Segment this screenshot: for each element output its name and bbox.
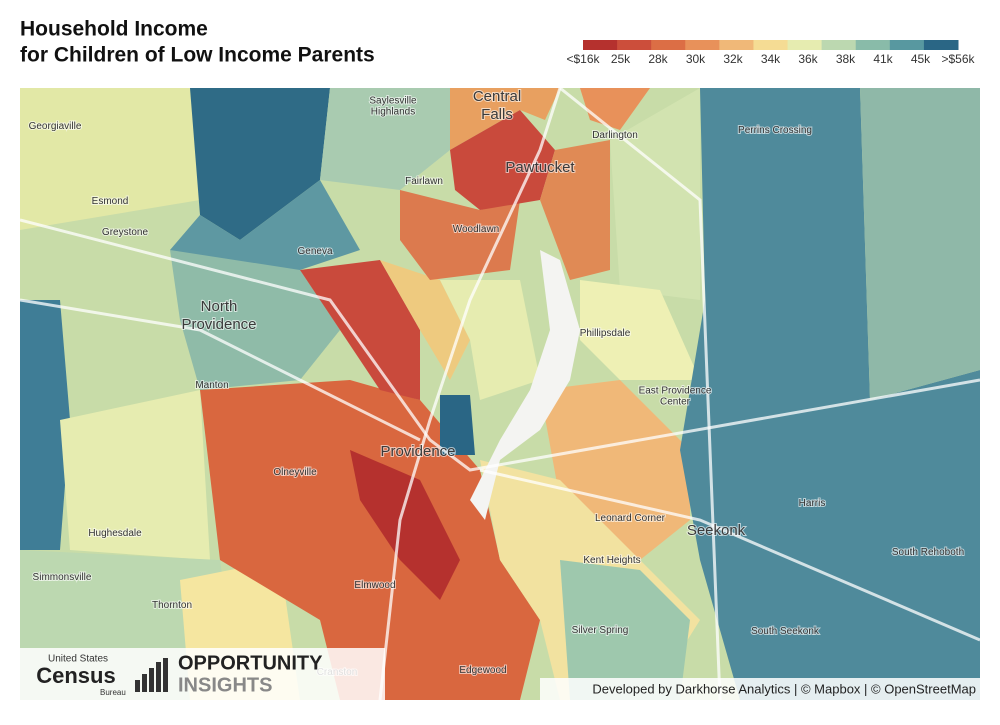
place-label: Darlington bbox=[592, 130, 638, 141]
legend-label: 30k bbox=[686, 52, 706, 66]
place-label: South Rehoboth bbox=[892, 547, 964, 558]
legend-swatch bbox=[855, 40, 891, 50]
region bbox=[380, 260, 470, 380]
legend-label: 32k bbox=[723, 52, 743, 66]
place-label: Manton bbox=[195, 380, 228, 391]
logo-box bbox=[20, 648, 385, 700]
legend-swatch bbox=[753, 40, 789, 50]
region bbox=[440, 280, 540, 400]
region bbox=[540, 140, 610, 280]
census-logo-top: United States bbox=[48, 654, 108, 665]
place-label: Woodlawn bbox=[453, 224, 500, 235]
region bbox=[540, 380, 690, 560]
region bbox=[440, 395, 475, 455]
legend-swatch bbox=[685, 40, 720, 50]
legend-label: >$56k bbox=[941, 52, 975, 66]
region bbox=[680, 88, 980, 700]
legend-swatch bbox=[821, 40, 857, 50]
legend-label: 36k bbox=[798, 52, 818, 66]
region bbox=[170, 250, 340, 390]
place-label: South Seekonk bbox=[751, 626, 820, 637]
region bbox=[350, 450, 460, 600]
place-label: Elmwood bbox=[354, 580, 395, 591]
roads bbox=[20, 88, 980, 700]
place-label: Edgewood bbox=[459, 665, 506, 676]
place-label: North Providence bbox=[181, 298, 256, 333]
legend-label: 34k bbox=[761, 52, 781, 66]
region bbox=[170, 180, 360, 280]
legend-swatch bbox=[889, 40, 925, 50]
census-logo: Census bbox=[36, 663, 115, 688]
region bbox=[190, 88, 330, 240]
place-label: Kent Heights bbox=[583, 555, 640, 566]
legend-swatch bbox=[787, 40, 823, 50]
place-label: Hughesdale bbox=[88, 528, 142, 539]
place-label: Thornton bbox=[152, 600, 192, 611]
legend-label: 28k bbox=[648, 52, 668, 66]
legend-swatch bbox=[923, 40, 959, 50]
river bbox=[470, 250, 580, 520]
region bbox=[320, 88, 450, 190]
legend-swatch bbox=[651, 40, 686, 50]
credit-box bbox=[540, 678, 980, 700]
place-label: Greystone bbox=[102, 227, 149, 238]
place-label: Providence bbox=[380, 443, 455, 460]
region bbox=[20, 88, 200, 230]
place-label: Perrins Crossing bbox=[738, 125, 812, 136]
place-label: Fairlawn bbox=[405, 176, 443, 187]
place-label: Simmonsville bbox=[33, 572, 92, 583]
legend-swatch bbox=[719, 40, 754, 50]
region bbox=[300, 260, 420, 400]
oi-logo: OPPORTUNITY bbox=[178, 652, 323, 674]
place-label: Geneva bbox=[297, 246, 332, 257]
legend: <$16k 25k 28k 30k 32k 34k 36k 38k 41k 45k >$56k bbox=[566, 40, 976, 66]
place-label: Seekonk bbox=[687, 522, 746, 539]
place-label: Olneyville bbox=[273, 467, 317, 478]
place-label: Saylesville Highlands bbox=[369, 95, 417, 117]
place-label: Pawtucket bbox=[505, 159, 575, 176]
region bbox=[450, 110, 555, 210]
place-label: Esmond bbox=[92, 196, 129, 207]
region bbox=[450, 88, 560, 150]
credit: Developed by Darkhorse Analytics | © Map… bbox=[592, 681, 976, 696]
legend-label: 25k bbox=[611, 52, 631, 66]
place-label: Harris bbox=[799, 498, 826, 509]
legend-label: 38k bbox=[836, 52, 856, 66]
place-label: East Providence Center bbox=[639, 385, 712, 407]
legend-swatch bbox=[617, 40, 652, 50]
place-label: Silver Spring bbox=[572, 625, 629, 636]
title-line: for Children of Low Income Parents bbox=[20, 44, 375, 67]
title-line: Household Income bbox=[20, 18, 208, 41]
legend-label: 41k bbox=[873, 52, 893, 66]
oi-icon bbox=[135, 658, 168, 692]
place-label: Georgiaville bbox=[29, 121, 82, 132]
region bbox=[60, 390, 210, 560]
census-logo-bottom: Bureau bbox=[100, 688, 126, 697]
region bbox=[610, 88, 700, 300]
place-label: Leonard Corner bbox=[595, 513, 666, 524]
region bbox=[20, 300, 70, 550]
region bbox=[560, 560, 690, 700]
place-label: Central Falls bbox=[473, 88, 521, 123]
oi-logo: INSIGHTS bbox=[178, 674, 272, 696]
region bbox=[580, 280, 700, 380]
legend-label: <$16k bbox=[566, 52, 600, 66]
legend-swatch bbox=[583, 40, 618, 50]
place-label: Phillipsdale bbox=[580, 328, 631, 339]
region bbox=[860, 88, 980, 400]
legend-label: 45k bbox=[911, 52, 931, 66]
